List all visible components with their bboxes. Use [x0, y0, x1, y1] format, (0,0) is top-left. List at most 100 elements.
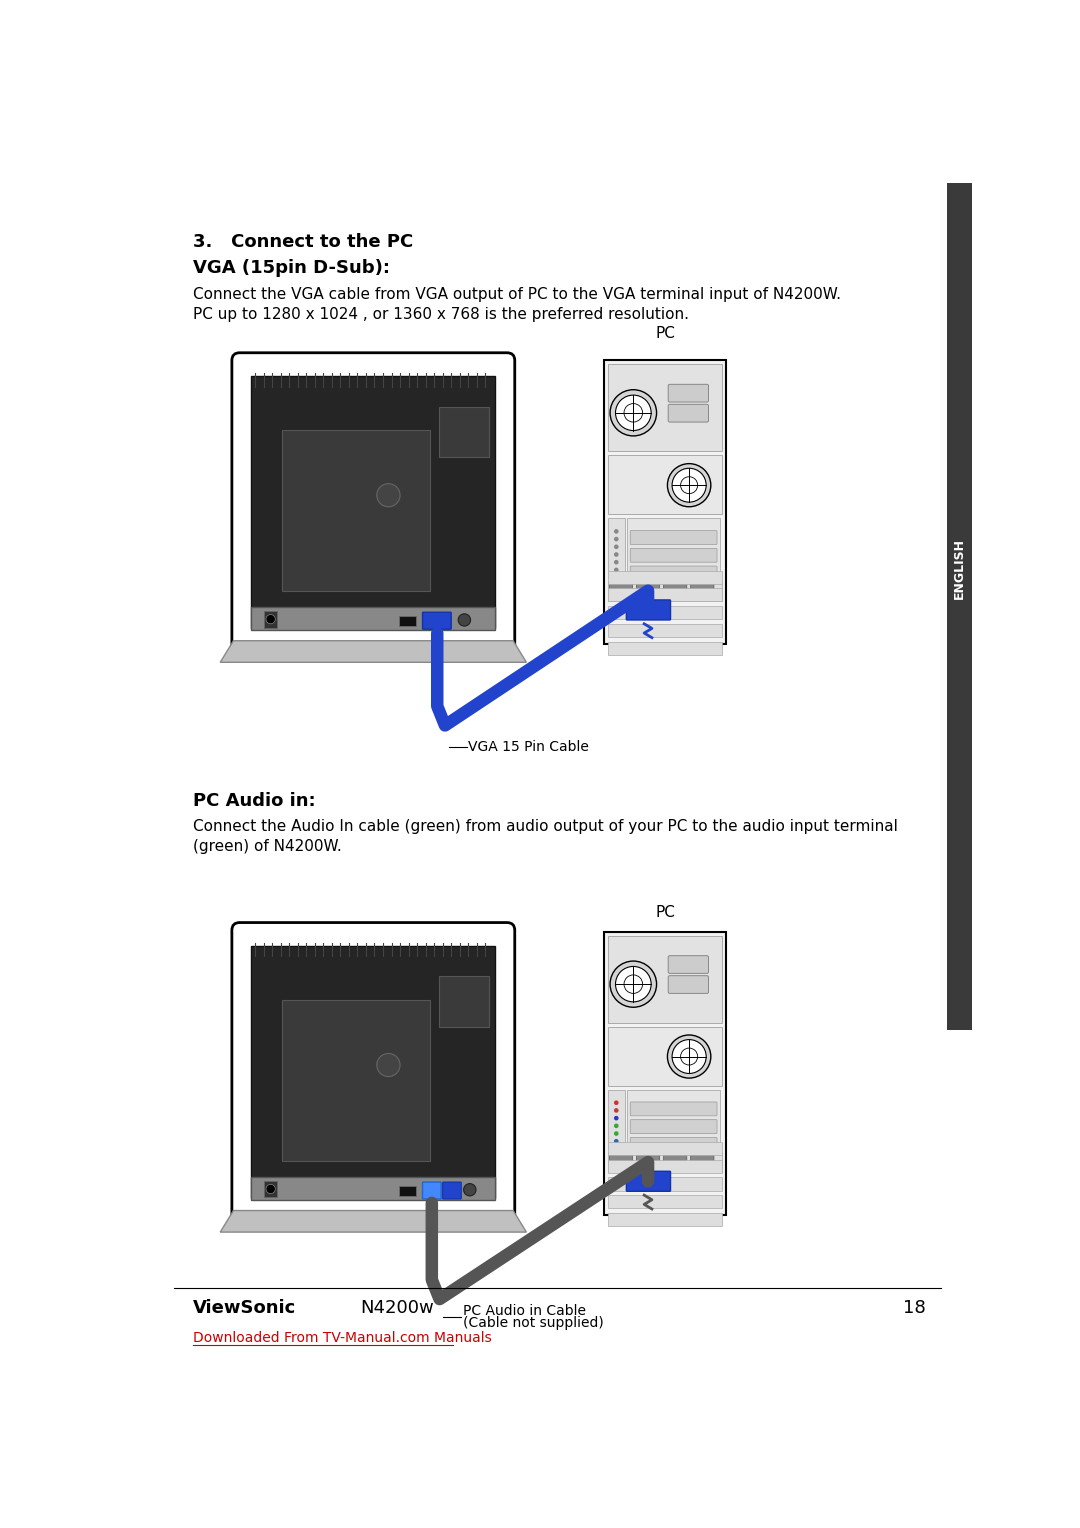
Circle shape [613, 1100, 619, 1105]
Bar [627, 1089, 720, 1149]
Bar [608, 364, 723, 451]
Bar [608, 1027, 723, 1086]
FancyBboxPatch shape [443, 1183, 461, 1199]
Text: N4200w: N4200w [360, 1299, 433, 1317]
Text: PC: PC [656, 325, 675, 341]
FancyBboxPatch shape [631, 1120, 717, 1134]
Bar [265, 1181, 276, 1198]
Bar [608, 455, 723, 515]
Bar [423, 1186, 441, 1196]
Circle shape [613, 559, 619, 564]
Bar [608, 1141, 723, 1155]
Circle shape [463, 1184, 476, 1196]
Circle shape [266, 614, 275, 623]
Circle shape [377, 484, 400, 507]
FancyBboxPatch shape [626, 601, 671, 620]
Text: PC up to 1280 x 1024 , or 1360 x 768 is the preferred resolution.: PC up to 1280 x 1024 , or 1360 x 768 is … [193, 307, 689, 321]
Circle shape [672, 1039, 706, 1074]
Text: PC Audio in:: PC Audio in: [193, 792, 315, 810]
Circle shape [672, 468, 706, 503]
FancyBboxPatch shape [609, 584, 633, 599]
Circle shape [458, 614, 471, 626]
Circle shape [613, 567, 619, 571]
Text: PC: PC [656, 905, 675, 920]
Text: (Cable not supplied): (Cable not supplied) [463, 1316, 604, 1329]
Bar [252, 946, 496, 1198]
Bar [608, 1195, 723, 1209]
Circle shape [613, 529, 619, 533]
Bar [608, 570, 723, 584]
Circle shape [667, 1034, 711, 1079]
Text: 18: 18 [903, 1299, 926, 1317]
Circle shape [613, 1138, 619, 1143]
FancyBboxPatch shape [691, 584, 714, 599]
Bar [438, 976, 489, 1027]
FancyBboxPatch shape [626, 1172, 671, 1192]
Polygon shape [220, 1210, 526, 1232]
Circle shape [613, 1123, 619, 1128]
FancyBboxPatch shape [669, 405, 708, 422]
Bar [608, 518, 625, 578]
Bar [608, 588, 723, 602]
Circle shape [613, 1131, 619, 1135]
Bar [627, 518, 720, 578]
Circle shape [613, 1108, 619, 1112]
Text: Connect the VGA cable from VGA output of PC to the VGA terminal input of N4200W.: Connect the VGA cable from VGA output of… [193, 287, 841, 303]
Bar [608, 1213, 723, 1225]
Bar [604, 361, 727, 643]
Bar [252, 1177, 496, 1199]
Circle shape [616, 396, 651, 431]
Circle shape [613, 544, 619, 549]
FancyBboxPatch shape [422, 613, 451, 630]
Circle shape [266, 1184, 275, 1193]
Polygon shape [220, 640, 526, 662]
Bar [399, 616, 416, 626]
Circle shape [613, 1115, 619, 1120]
FancyBboxPatch shape [636, 584, 660, 599]
Bar [608, 1152, 723, 1172]
Circle shape [616, 966, 651, 1002]
Text: Connect the Audio In cable (green) from audio output of your PC to the audio inp: Connect the Audio In cable (green) from … [193, 819, 897, 834]
Circle shape [613, 552, 619, 556]
Text: Downloaded From TV-Manual.com Manuals: Downloaded From TV-Manual.com Manuals [193, 1331, 491, 1345]
Bar [608, 581, 723, 601]
Circle shape [613, 536, 619, 541]
Circle shape [610, 390, 657, 435]
Text: 3.   Connect to the PC: 3. Connect to the PC [193, 234, 414, 252]
Circle shape [377, 1053, 400, 1077]
FancyBboxPatch shape [669, 976, 708, 993]
FancyBboxPatch shape [636, 1155, 660, 1170]
Bar [604, 932, 727, 1215]
Bar [252, 607, 496, 630]
Bar [608, 607, 723, 619]
Text: VGA 15 Pin Cable: VGA 15 Pin Cable [469, 740, 589, 753]
Bar [608, 623, 723, 637]
Text: ENGLISH: ENGLISH [954, 538, 967, 599]
FancyBboxPatch shape [631, 565, 717, 581]
Bar [608, 1178, 723, 1190]
FancyBboxPatch shape [631, 549, 717, 562]
Bar [608, 935, 723, 1022]
Text: ViewSonic: ViewSonic [193, 1299, 296, 1317]
FancyBboxPatch shape [422, 1183, 441, 1199]
Bar [608, 642, 723, 654]
Text: (green) of N4200W.: (green) of N4200W. [193, 839, 342, 854]
Circle shape [610, 961, 657, 1007]
FancyBboxPatch shape [232, 353, 515, 652]
Bar [947, 183, 972, 1030]
Bar [282, 429, 430, 591]
FancyBboxPatch shape [691, 1155, 714, 1170]
Bar [252, 376, 496, 628]
FancyBboxPatch shape [669, 955, 708, 973]
FancyBboxPatch shape [631, 530, 717, 544]
FancyBboxPatch shape [631, 1137, 717, 1151]
Bar [265, 611, 276, 628]
Text: VGA (15pin D-Sub):: VGA (15pin D-Sub): [193, 258, 390, 277]
Text: PC Audio in Cable: PC Audio in Cable [463, 1303, 585, 1317]
FancyBboxPatch shape [663, 584, 687, 599]
FancyBboxPatch shape [232, 923, 515, 1222]
Bar [282, 999, 430, 1161]
Circle shape [667, 463, 711, 507]
FancyBboxPatch shape [669, 385, 708, 402]
Bar [399, 1186, 416, 1196]
